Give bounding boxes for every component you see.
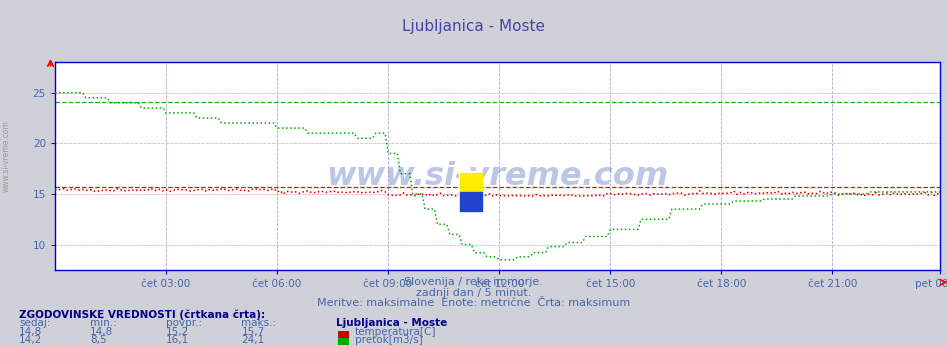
Text: temperatura[C]: temperatura[C] — [355, 327, 437, 337]
Text: Ljubljanica - Moste: Ljubljanica - Moste — [402, 19, 545, 34]
Text: Slovenija / reke in morje.: Slovenija / reke in morje. — [404, 277, 543, 288]
Text: 15,7: 15,7 — [241, 327, 265, 337]
Text: maks.:: maks.: — [241, 318, 277, 328]
Text: min.:: min.: — [90, 318, 116, 328]
Text: 15,2: 15,2 — [166, 327, 189, 337]
Text: sedaj:: sedaj: — [19, 318, 50, 328]
Text: 14,8: 14,8 — [90, 327, 114, 337]
Text: 24,1: 24,1 — [241, 335, 265, 345]
Text: Ljubljanica - Moste: Ljubljanica - Moste — [336, 318, 447, 328]
Text: zadnji dan / 5 minut.: zadnji dan / 5 minut. — [416, 288, 531, 298]
Text: 16,1: 16,1 — [166, 335, 189, 345]
Text: 8,5: 8,5 — [90, 335, 107, 345]
Text: ZGODOVINSKE VREDNOSTI (črtkana črta):: ZGODOVINSKE VREDNOSTI (črtkana črta): — [19, 310, 265, 320]
Text: 14,2: 14,2 — [19, 335, 43, 345]
Text: www.si-vreme.com: www.si-vreme.com — [327, 161, 669, 192]
Text: povpr.:: povpr.: — [166, 318, 202, 328]
Text: Meritve: maksimalne  Enote: metrične  Črta: maksimum: Meritve: maksimalne Enote: metrične Črta… — [317, 298, 630, 308]
Text: 14,8: 14,8 — [19, 327, 43, 337]
Text: pretok[m3/s]: pretok[m3/s] — [355, 335, 423, 345]
Text: www.si-vreme.com: www.si-vreme.com — [2, 120, 11, 192]
